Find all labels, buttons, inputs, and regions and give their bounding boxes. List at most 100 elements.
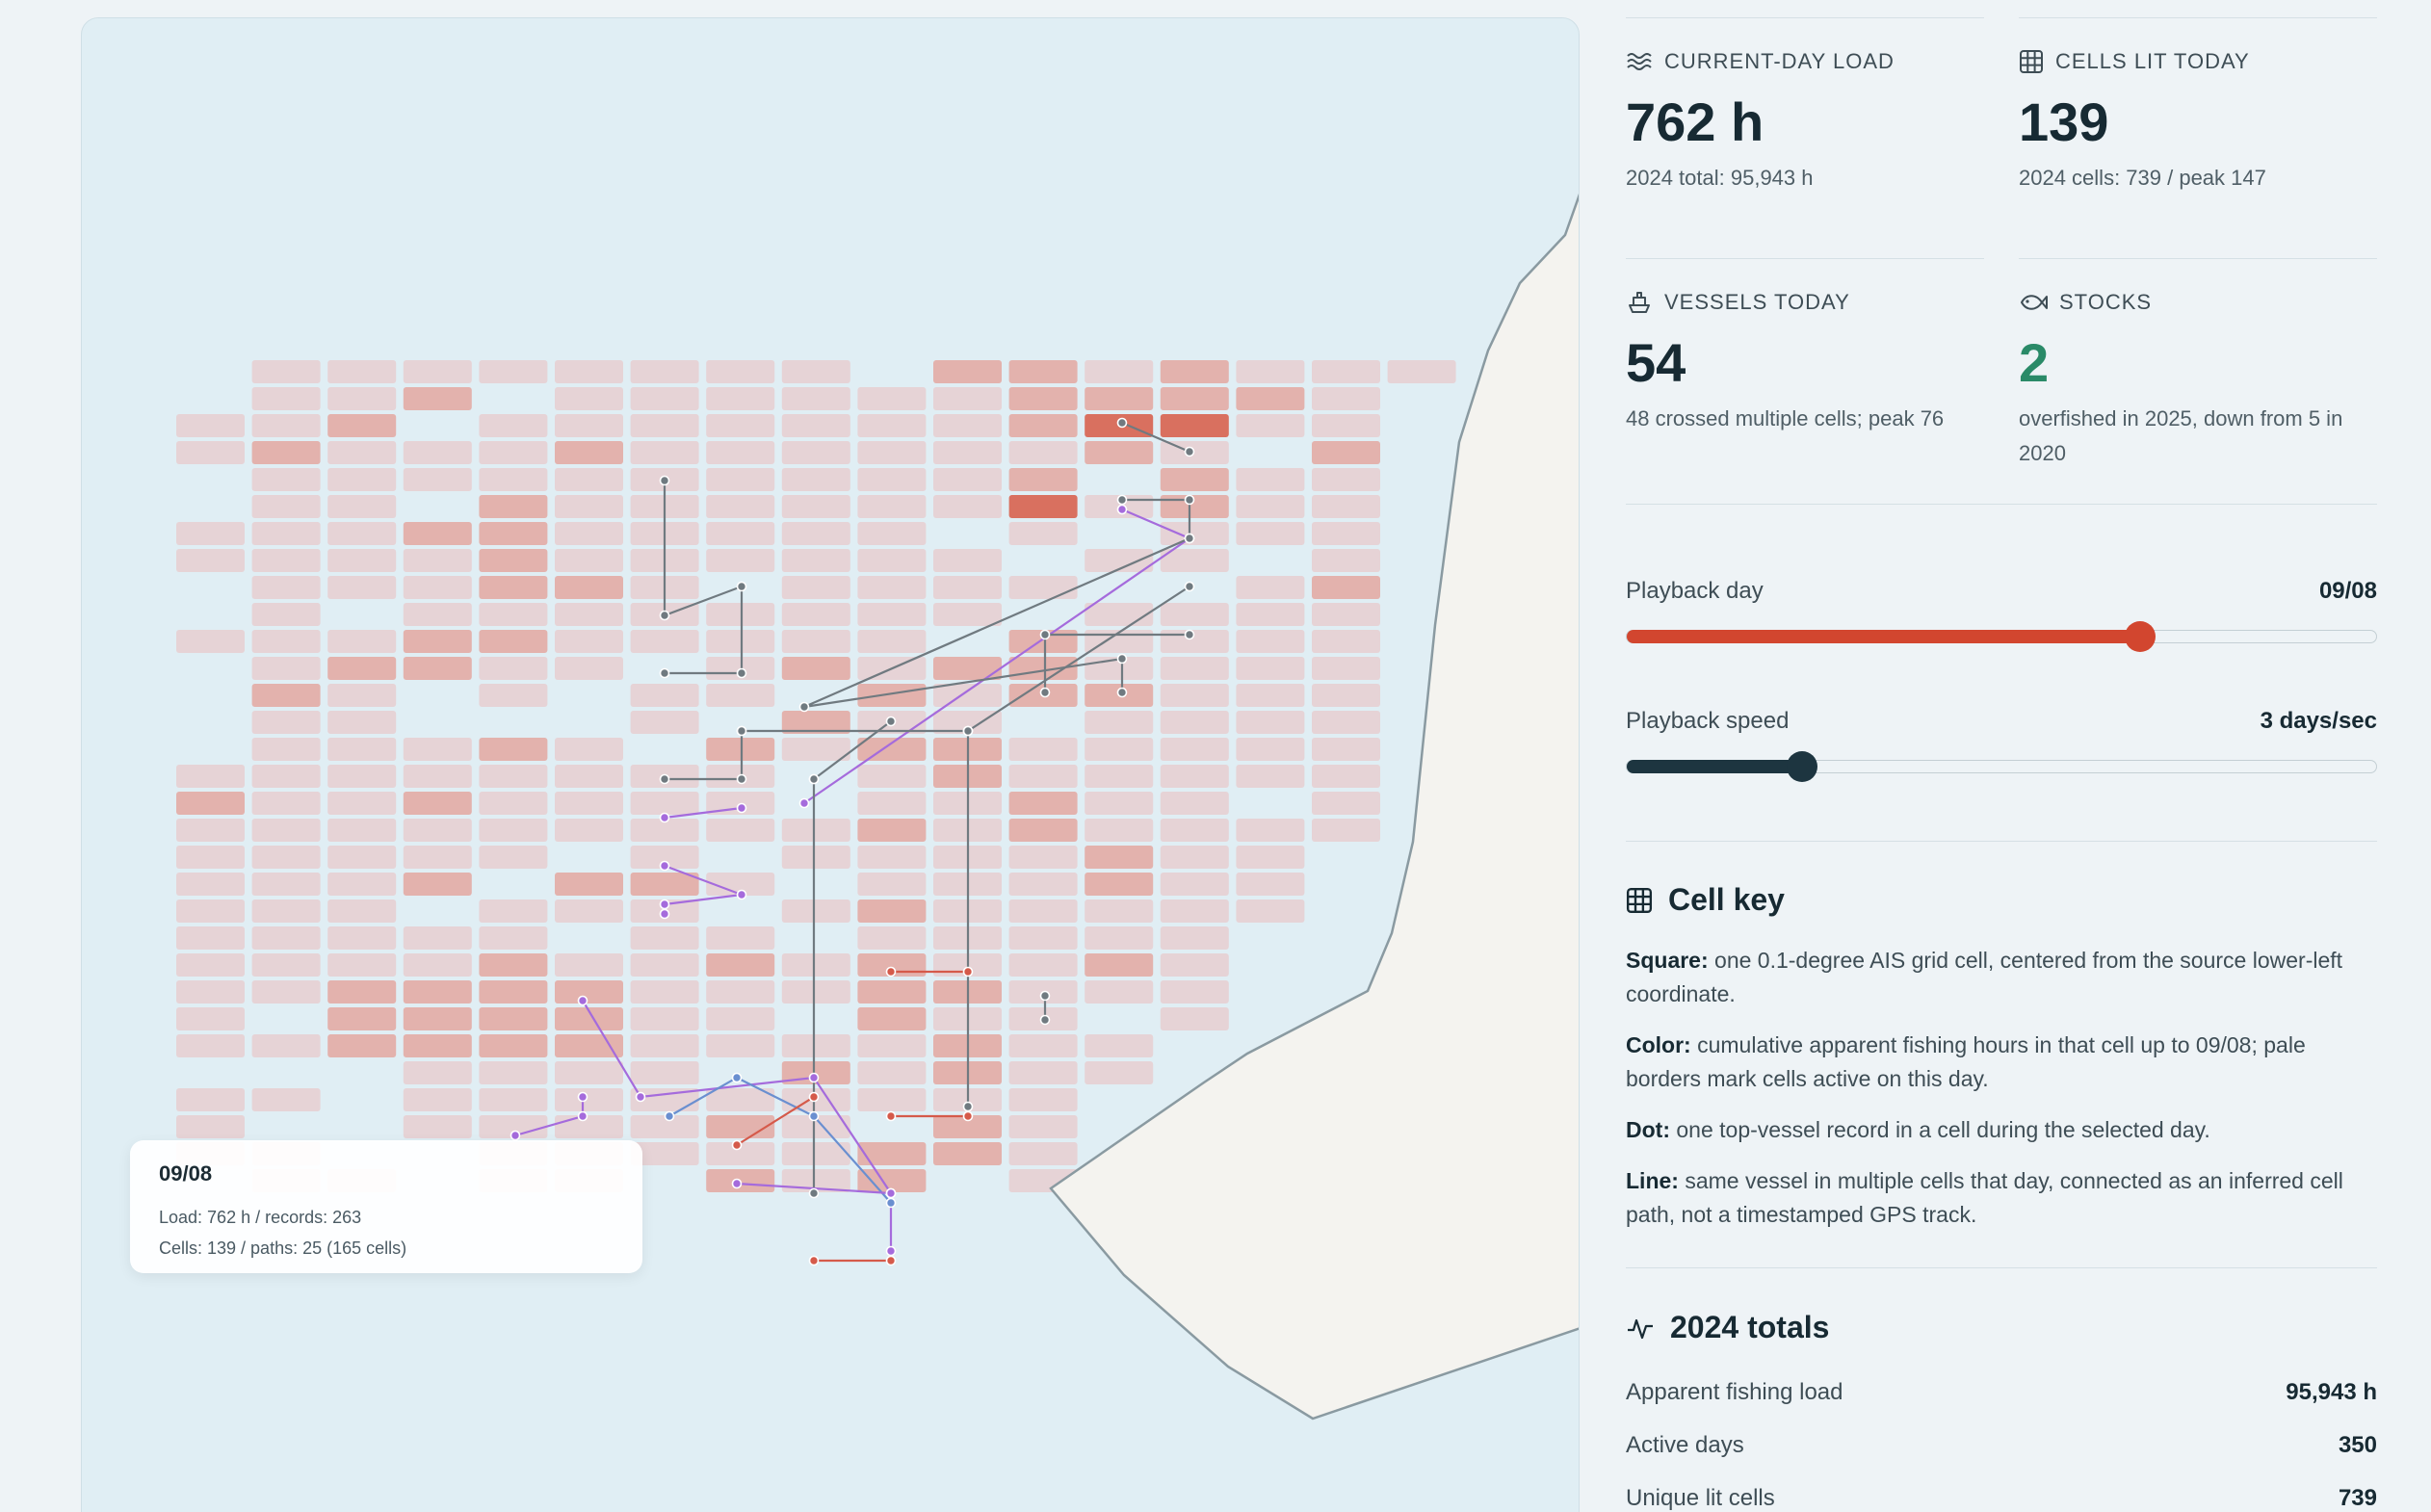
grid-cell xyxy=(630,1034,699,1057)
grid-cell xyxy=(857,414,927,437)
vessel-dot xyxy=(1184,446,1195,457)
playback-day-handle[interactable] xyxy=(2124,621,2156,652)
grid-cell xyxy=(176,873,245,896)
grid-cell xyxy=(1160,549,1229,572)
vessel-path xyxy=(967,586,1190,732)
map-panel[interactable]: 09/08 Load: 762 h / records: 263 Cells: … xyxy=(81,17,1580,1512)
cell-key-title: Cell key xyxy=(1668,882,1785,917)
grid-cell xyxy=(933,495,1002,518)
grid-cell xyxy=(479,414,548,437)
grid-cell xyxy=(555,360,623,383)
grid-cell xyxy=(251,495,321,518)
grid-cell xyxy=(1160,414,1229,437)
grid-cell xyxy=(403,980,472,1004)
grid-cell xyxy=(251,468,321,491)
stat-label: STOCKS xyxy=(2059,290,2153,314)
grid-cell xyxy=(933,711,1002,734)
grid-cell xyxy=(327,468,397,491)
vessel-dot xyxy=(1116,417,1128,429)
grid-cell xyxy=(479,495,548,518)
grid-cell xyxy=(781,980,850,1004)
playback-speed-slider[interactable] xyxy=(1626,751,2377,782)
grid-cell xyxy=(479,603,548,626)
grid-cell xyxy=(555,738,623,761)
grid-cell xyxy=(1008,1088,1078,1111)
vessel-dot xyxy=(808,1110,820,1122)
grid-cell xyxy=(706,630,775,653)
grid-cell xyxy=(327,953,397,977)
grid-cell xyxy=(1312,603,1380,626)
grid-cell xyxy=(403,468,472,491)
grid-cell xyxy=(781,1034,850,1057)
vessel-dot xyxy=(808,773,820,785)
vessel-dot xyxy=(659,908,670,920)
playback-speed-handle[interactable] xyxy=(1787,751,1818,782)
coastline-land xyxy=(1049,193,1579,1421)
grid-cell xyxy=(176,926,245,950)
grid-cell xyxy=(327,360,397,383)
grid-cell xyxy=(706,441,775,464)
grid-cell xyxy=(630,1088,699,1111)
totals-row: Apparent fishing load 95,943 h xyxy=(1626,1378,2377,1405)
vessel-dot xyxy=(577,1091,588,1103)
vessel-dot xyxy=(808,1187,820,1199)
vessel-dot xyxy=(577,1110,588,1122)
grid-cell xyxy=(1160,738,1229,761)
grid-cell xyxy=(706,387,775,410)
grid-cell xyxy=(857,441,927,464)
grid-cell xyxy=(1008,926,1078,950)
grid-cell xyxy=(1008,387,1078,410)
grid-cell xyxy=(479,792,548,815)
grid-cell xyxy=(1085,1061,1154,1084)
grid-cell xyxy=(857,819,927,842)
playback-day-slider[interactable] xyxy=(1626,621,2377,652)
vessel-dot xyxy=(808,1072,820,1083)
vessel-path xyxy=(803,536,1190,709)
grid-cell xyxy=(479,684,548,707)
grid-cell xyxy=(706,522,775,545)
grid-cell xyxy=(1160,360,1229,383)
grid-cell xyxy=(1312,522,1380,545)
vessel-dot xyxy=(635,1091,646,1103)
grid-cell xyxy=(555,522,623,545)
fishing-grid-map[interactable] xyxy=(82,18,1580,1512)
vessel-path xyxy=(664,806,743,820)
grid-cell xyxy=(630,873,699,896)
grid-cell xyxy=(176,792,245,815)
grid-cell xyxy=(479,1061,548,1084)
grid-cell xyxy=(1008,899,1078,923)
grid-icon xyxy=(1626,887,1653,913)
grid-cell xyxy=(781,414,850,437)
grid-cell xyxy=(403,846,472,869)
grid-cell xyxy=(479,846,548,869)
grid-cell xyxy=(327,414,397,437)
grid-cell xyxy=(1160,711,1229,734)
vessel-dot xyxy=(962,1101,974,1112)
grid-cell xyxy=(251,1088,321,1111)
grid-cell xyxy=(479,738,548,761)
vessel-dot xyxy=(1039,1014,1051,1026)
vessel-dot xyxy=(885,966,897,978)
playback-day-label: Playback day xyxy=(1626,578,1764,604)
grid-cell xyxy=(857,576,927,599)
vessel-dot xyxy=(1184,494,1195,506)
grid-cell xyxy=(1160,953,1229,977)
stat-sub: overfished in 2025, down from 5 in 2020 xyxy=(2019,406,2343,465)
grid-cell xyxy=(327,387,397,410)
grid-cell xyxy=(630,953,699,977)
vessel-dots xyxy=(510,417,1195,1266)
grid-cell xyxy=(1085,980,1154,1004)
grid-cell xyxy=(1160,603,1229,626)
key-item-line: Line: same vessel in multiple cells that… xyxy=(1626,1168,2343,1227)
grid-cell xyxy=(176,441,245,464)
vessel-dot xyxy=(885,1110,897,1122)
grid-cell xyxy=(1085,738,1154,761)
grid-cell xyxy=(1008,495,1078,518)
grid-cell xyxy=(1160,495,1229,518)
grid-cell xyxy=(1085,792,1154,815)
grid-cell xyxy=(933,1115,1002,1138)
vessel-dot xyxy=(808,1255,820,1266)
totals-row: Unique lit cells 739 xyxy=(1626,1484,2377,1511)
grid-cell xyxy=(555,819,623,842)
grid-cell xyxy=(176,1034,245,1057)
